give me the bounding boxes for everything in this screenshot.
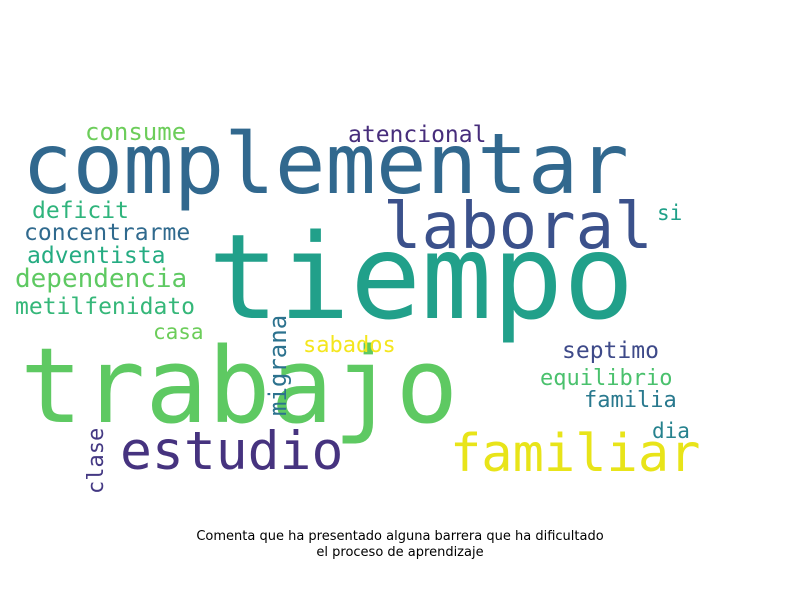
caption: Comenta que ha presentado alguna barrera…	[0, 529, 800, 561]
word-deficit: deficit	[32, 198, 129, 224]
word-clase: clase	[84, 427, 109, 494]
word-familia: familia	[584, 388, 677, 413]
word-dependencia: dependencia	[15, 264, 188, 294]
word-familiar: familiar	[450, 424, 701, 484]
word-laboral: laboral	[383, 190, 653, 264]
word-tiempo: tiempo	[208, 208, 635, 346]
word-septimo: septimo	[562, 338, 659, 364]
word-complementar: complementar	[22, 115, 629, 213]
word-atencional: atencional	[348, 122, 487, 148]
word-estudio: estudio	[120, 421, 344, 482]
word-migrana: migrana	[264, 314, 292, 416]
caption-line-2: el proceso de aprendizaje	[316, 545, 484, 560]
word-concentrarme: concentrarme	[24, 220, 191, 246]
word-casa: casa	[153, 320, 204, 344]
word-consume: consume	[85, 118, 187, 146]
word-adventista: adventista	[27, 243, 166, 269]
word-dia: dia	[652, 419, 690, 443]
word-equilibrio: equilibrio	[540, 366, 673, 391]
word-si: si	[657, 201, 683, 225]
word-sabados: sabados	[303, 333, 396, 358]
word-metilfenidato: metilfenidato	[15, 294, 196, 320]
word-trabajo: trabajo	[20, 325, 459, 447]
caption-line-1: Comenta que ha presentado alguna barrera…	[196, 529, 604, 544]
